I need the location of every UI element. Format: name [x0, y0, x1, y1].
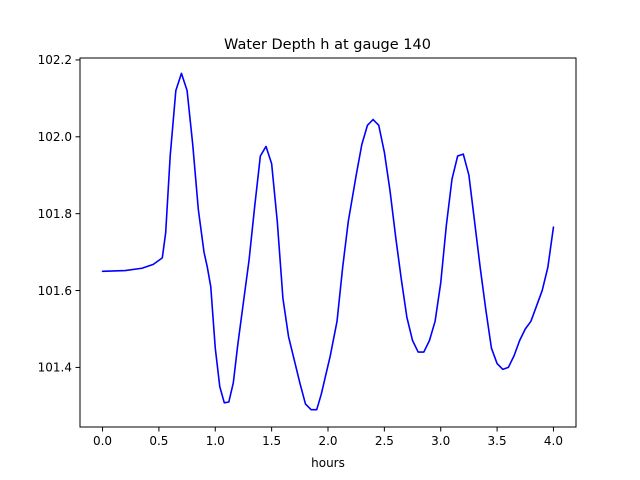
x-tick-label: 3.5	[488, 434, 507, 448]
chart-title: Water Depth h at gauge 140	[224, 37, 431, 53]
y-tick-label: 102.2	[38, 53, 72, 67]
x-tick-label: 2.5	[375, 434, 394, 448]
series-line-0	[101, 72, 555, 411]
x-axis-label: hours	[311, 456, 345, 470]
x-tick-label: 1.5	[262, 434, 281, 448]
x-tick-label: 0.5	[149, 434, 168, 448]
y-axis: 101.4 101.6 101.8 102.0 102.2	[38, 53, 80, 375]
y-tick-label: 101.6	[38, 284, 72, 298]
x-tick-label: 2.0	[318, 434, 337, 448]
plot-area	[79, 57, 577, 428]
y-tick-label: 101.8	[38, 207, 72, 221]
y-tick-label: 101.4	[38, 361, 72, 375]
y-tick-label: 102.0	[38, 130, 72, 144]
x-tick-label: 4.0	[544, 434, 563, 448]
axes-frame	[79, 57, 577, 428]
x-axis: 0.0 0.5 1.0 1.5 2.0 2.5 3.0 3.5 4.0	[93, 427, 563, 448]
x-tick-label: 1.0	[206, 434, 225, 448]
x-tick-label: 3.0	[431, 434, 450, 448]
x-tick-label: 0.0	[93, 434, 112, 448]
